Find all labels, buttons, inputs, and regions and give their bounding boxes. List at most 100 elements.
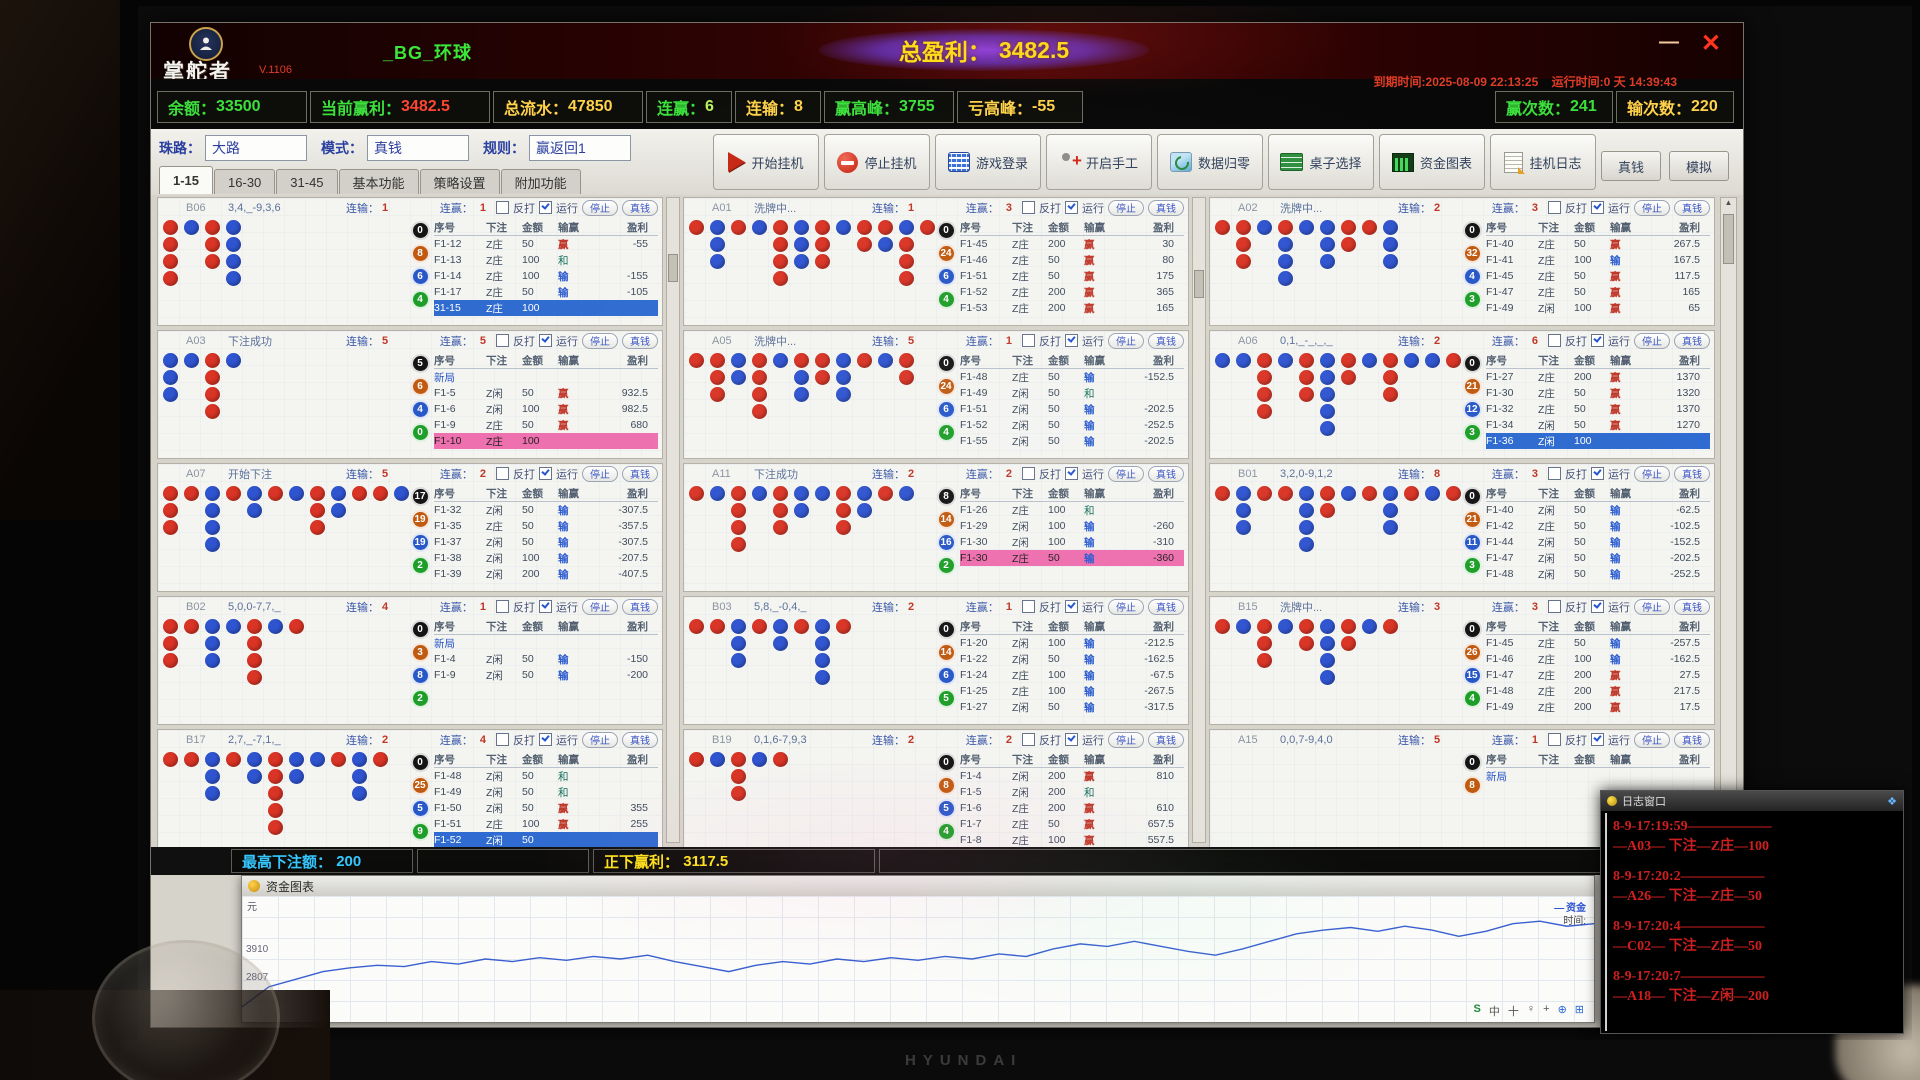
stop-pill-button[interactable]: 停止	[582, 465, 618, 482]
stop-pill-button[interactable]: 停止	[582, 199, 618, 216]
reverse-checkbox[interactable]	[1548, 733, 1561, 746]
run-checkbox[interactable]	[539, 467, 552, 480]
run-checkbox[interactable]	[1065, 467, 1078, 480]
real-money-button[interactable]: 真钱	[1601, 151, 1661, 181]
run-checkbox[interactable]	[1591, 334, 1604, 347]
stop-pill-button[interactable]: 停止	[1108, 465, 1144, 482]
reset-data-button[interactable]: 数据归零	[1157, 134, 1263, 190]
real-money-pill-button[interactable]: 真钱	[622, 731, 658, 748]
reverse-checkbox[interactable]	[1548, 201, 1561, 214]
stop-pill-button[interactable]: 停止	[582, 598, 618, 615]
real-money-pill-button[interactable]: 真钱	[1674, 332, 1710, 349]
bead-blue	[163, 387, 178, 402]
reverse-checkbox[interactable]	[1548, 467, 1561, 480]
reverse-checkbox[interactable]	[1022, 467, 1035, 480]
run-checkbox[interactable]	[1065, 600, 1078, 613]
game-login-button[interactable]: 游戏登录	[935, 134, 1041, 190]
column-scrollbar[interactable]	[666, 197, 680, 843]
run-checkbox[interactable]	[1065, 201, 1078, 214]
reverse-checkbox[interactable]	[1548, 334, 1561, 347]
chart-tool-icon[interactable]: ♀	[1526, 1003, 1536, 1015]
log-window-titlebar[interactable]: 日志窗口 ❖	[1601, 791, 1903, 811]
run-checkbox[interactable]	[1065, 733, 1078, 746]
stop-pill-button[interactable]: 停止	[1634, 465, 1670, 482]
run-checkbox[interactable]	[1591, 467, 1604, 480]
real-money-pill-button[interactable]: 真钱	[622, 598, 658, 615]
tab-16-30[interactable]: 16-30	[214, 169, 276, 194]
stop-pill-button[interactable]: 停止	[1634, 199, 1670, 216]
reverse-checkbox[interactable]	[1022, 201, 1035, 214]
simulate-button[interactable]: 模拟	[1669, 151, 1729, 181]
stop-pill-button[interactable]: 停止	[1108, 332, 1144, 349]
bead-road-field-value[interactable]: 大路	[205, 135, 307, 161]
stop-pill-button[interactable]: 停止	[1108, 199, 1144, 216]
chart-tool-icon[interactable]: +	[1543, 1003, 1550, 1015]
rule-field-value[interactable]: 赢返回1	[529, 135, 631, 161]
stop-pill-button[interactable]: 停止	[1634, 598, 1670, 615]
run-checkbox[interactable]	[1065, 334, 1078, 347]
chart-window-titlebar[interactable]: 资金图表	[242, 876, 1594, 897]
reverse-checkbox[interactable]	[496, 467, 509, 480]
reverse-checkbox[interactable]	[496, 334, 509, 347]
real-money-pill-button[interactable]: 真钱	[622, 465, 658, 482]
close-button[interactable]: ✕	[1700, 30, 1721, 57]
real-money-pill-button[interactable]: 真钱	[622, 199, 658, 216]
real-money-pill-button[interactable]: 真钱	[1674, 465, 1710, 482]
tab-basic[interactable]: 基本功能	[338, 169, 419, 194]
manual-mode-button[interactable]: 开启手工	[1046, 134, 1152, 190]
column-scrollbar[interactable]	[1192, 197, 1206, 843]
real-money-pill-button[interactable]: 真钱	[1148, 598, 1184, 615]
chart-tool-icon[interactable]: 中	[1488, 1006, 1500, 1018]
stop-pill-button[interactable]: 停止	[1634, 731, 1670, 748]
run-checkbox[interactable]	[539, 600, 552, 613]
reverse-checkbox[interactable]	[1548, 600, 1561, 613]
scroll-up-icon[interactable]: ▲	[1724, 198, 1733, 207]
run-checkbox[interactable]	[1591, 201, 1604, 214]
bot-log-button[interactable]: 挂机日志	[1490, 134, 1596, 190]
real-money-pill-button[interactable]: 真钱	[1148, 332, 1184, 349]
fund-chart-button[interactable]: 资金图表	[1379, 134, 1485, 190]
reverse-checkbox[interactable]	[496, 201, 509, 214]
real-money-pill-button[interactable]: 真钱	[1674, 598, 1710, 615]
tab-31-45[interactable]: 31-45	[276, 169, 338, 194]
run-checkbox[interactable]	[539, 733, 552, 746]
chart-tool-icon[interactable]: ⊕	[1557, 1004, 1567, 1016]
table-cell: F1-30	[960, 536, 988, 548]
table-header-cell: 序号	[960, 620, 981, 633]
tab-extra[interactable]: 附加功能	[500, 169, 581, 194]
run-checkbox[interactable]	[1591, 733, 1604, 746]
run-checkbox[interactable]	[539, 334, 552, 347]
chart-tool-icon[interactable]: 十	[1507, 1006, 1519, 1018]
real-money-pill-button[interactable]: 真钱	[1674, 731, 1710, 748]
real-money-pill-button[interactable]: 真钱	[1148, 731, 1184, 748]
stop-bot-button[interactable]: 停止挂机	[824, 134, 930, 190]
stop-pill-button[interactable]: 停止	[1108, 598, 1144, 615]
minimize-button[interactable]: —	[1659, 31, 1679, 53]
real-money-pill-button[interactable]: 真钱	[1148, 199, 1184, 216]
run-checkbox[interactable]	[1591, 600, 1604, 613]
mode-field-value[interactable]: 真钱	[367, 135, 469, 161]
chart-tool-icon[interactable]: S	[1473, 1003, 1481, 1015]
real-money-pill-button[interactable]: 真钱	[1148, 465, 1184, 482]
stop-pill-button[interactable]: 停止	[1108, 731, 1144, 748]
main-scrollbar[interactable]: ▲ ▼	[1720, 197, 1737, 843]
table-cell: Z庄	[1538, 387, 1555, 400]
start-bot-button[interactable]: 开始挂机	[713, 134, 819, 190]
stat-cell: 总流水： 47850	[493, 91, 643, 123]
reverse-checkbox[interactable]	[1022, 334, 1035, 347]
log-window-button-icon[interactable]: ❖	[1887, 795, 1897, 808]
chart-tool-icon[interactable]: ⊞	[1574, 1004, 1584, 1016]
reverse-checkbox[interactable]	[1022, 600, 1035, 613]
tab-strategy[interactable]: 策略设置	[419, 169, 500, 194]
run-checkbox[interactable]	[539, 201, 552, 214]
stop-pill-button[interactable]: 停止	[582, 332, 618, 349]
reverse-checkbox[interactable]	[496, 733, 509, 746]
reverse-checkbox[interactable]	[1022, 733, 1035, 746]
tab-1-15[interactable]: 1-15	[159, 166, 214, 194]
stop-pill-button[interactable]: 停止	[582, 731, 618, 748]
reverse-checkbox[interactable]	[496, 600, 509, 613]
stop-pill-button[interactable]: 停止	[1634, 332, 1670, 349]
table-select-button[interactable]: 桌子选择	[1268, 134, 1374, 190]
real-money-pill-button[interactable]: 真钱	[622, 332, 658, 349]
real-money-pill-button[interactable]: 真钱	[1674, 199, 1710, 216]
